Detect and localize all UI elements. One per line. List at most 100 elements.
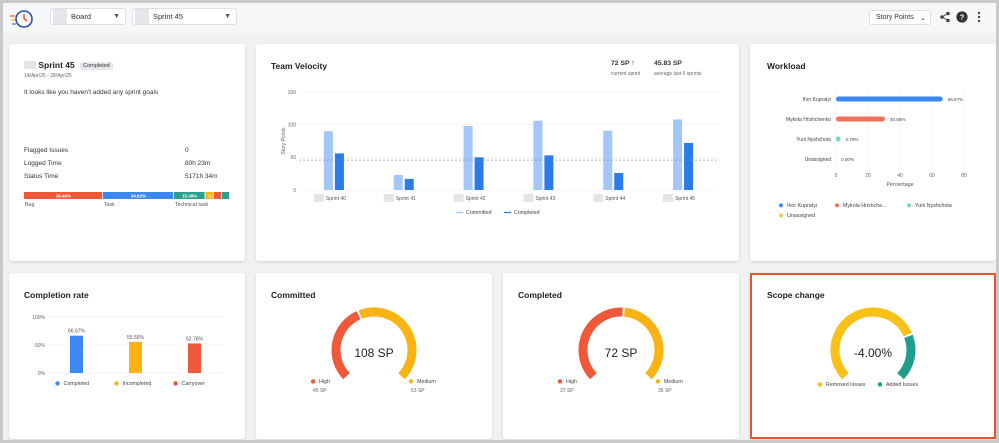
- x-tick-label: Sprint 41: [396, 196, 416, 202]
- velocity-bar: [544, 155, 554, 190]
- breakdown-segment: [102, 192, 174, 199]
- card-title: Committed: [271, 290, 316, 300]
- app-logo-icon: [10, 10, 33, 28]
- breakdown-segment: [213, 192, 221, 199]
- y-tick-label: Mykola Hrishchenko: [786, 117, 831, 123]
- workload-bar: [836, 96, 943, 102]
- chevron-down-icon: ▼: [113, 13, 120, 20]
- breakdown-segment-label: Bug: [25, 202, 34, 208]
- legend-dot: [877, 382, 883, 387]
- scope-change-donut-chart: -4.00% Removed Issues Added Issues: [817, 307, 918, 388]
- x-tick-label: Sprint 43: [535, 196, 555, 202]
- legend-sub-value: 35 SP: [658, 388, 672, 394]
- bar-value-label: 55.56%: [127, 335, 145, 341]
- velocity-bar: [684, 142, 694, 190]
- breakdown-segment-label: Technical task: [175, 202, 209, 208]
- x-tick-label: Sprint 45: [675, 196, 695, 202]
- sprint-avatar: [663, 194, 674, 202]
- workload-card: Workload 0 20 40 60 80 Percentage Ihor Kupraty…: [750, 44, 996, 261]
- legend-label[interactable]: Ihor Kupratyi: [787, 203, 817, 209]
- y-tick-label: Yurii Nyshchota: [796, 137, 831, 143]
- velocity-bar: [533, 120, 543, 190]
- stat-label-flagged: Flagged Issues: [24, 147, 69, 154]
- legend-dot: [779, 203, 783, 208]
- stat-label-logged: Logged Time: [24, 160, 62, 167]
- chevron-down-icon: ▼: [224, 13, 231, 20]
- help-icon[interactable]: ?: [956, 11, 968, 23]
- legend-label[interactable]: Removed Issues: [826, 382, 866, 388]
- legend-sub-value: 45 SP: [313, 388, 327, 394]
- legend-label[interactable]: Incompleted: [123, 381, 152, 387]
- sprint-select[interactable]: Sprint 45 ▼: [132, 8, 237, 25]
- legend-label[interactable]: High: [319, 379, 330, 385]
- legend-label[interactable]: High: [566, 379, 577, 385]
- issue-type-breakdown-bar: 38.46% Bug 34.62% Task 15.38% Technical task 3: [24, 192, 230, 208]
- arrow-up-icon: ↑: [631, 60, 635, 67]
- y-tick-label: 50: [290, 155, 296, 161]
- breakdown-segment-value: 34.62%: [131, 193, 146, 198]
- card-title: Workload: [767, 61, 806, 71]
- legend-label[interactable]: Completed: [64, 381, 90, 387]
- legend-dot: [173, 381, 178, 386]
- legend-label[interactable]: Mykola Hrishche...: [843, 203, 887, 209]
- velocity-bar: [474, 157, 484, 190]
- legend-label[interactable]: Medium: [664, 379, 683, 385]
- committed-card: Committed 108 SP High 45 SP Medium 63 SP: [256, 273, 492, 439]
- stat-value-status: 5171h 34m: [185, 173, 218, 180]
- legend-label[interactable]: Yurii Nyshchota: [915, 203, 952, 209]
- average-sp: 45.83 SP: [654, 60, 682, 67]
- sprint-summary-card: Sprint 45 Completed 14/Apr/25 - 28/Apr/2…: [9, 44, 245, 261]
- legend-label[interactable]: Carryover: [182, 381, 205, 387]
- sprint-avatar: [135, 9, 149, 24]
- more-vertical-icon[interactable]: [973, 11, 985, 23]
- y-tick-label: Ihor Kupratyi: [803, 97, 831, 103]
- donut-center-value: -4.00%: [854, 346, 892, 360]
- y-axis-label: Story Points: [281, 127, 287, 154]
- board-select[interactable]: Board ▼: [50, 8, 126, 25]
- breakdown-segment: [24, 192, 103, 199]
- legend-dot: [557, 379, 563, 384]
- velocity-bar: [393, 174, 403, 190]
- legend-label[interactable]: Completed: [514, 210, 540, 216]
- velocity-bar: [463, 125, 473, 190]
- board-avatar: [53, 9, 67, 24]
- y-tick-label: 0: [293, 188, 296, 194]
- card-title: Scope change: [767, 290, 825, 300]
- bar-value-label: 66.67%: [68, 329, 86, 335]
- stat-label-status: Status Time: [24, 173, 59, 180]
- legend-dot: [408, 379, 414, 384]
- sprint-icon: [24, 61, 36, 69]
- sprint-select-label: Sprint 45: [153, 12, 184, 21]
- status-badge: Completed: [80, 62, 113, 70]
- legend-label[interactable]: Medium: [417, 379, 436, 385]
- story-points-select[interactable]: Story Points ⌄: [869, 10, 931, 25]
- completion-rate-card: Completion rate 100% 50% 0% 66.67% Completed…: [9, 273, 245, 439]
- card-title: Team Velocity: [271, 61, 328, 71]
- sprint-avatar: [523, 194, 534, 202]
- y-tick-label: 150: [288, 90, 297, 96]
- x-tick-label: 40: [897, 173, 903, 179]
- stat-value-flagged: 0: [185, 147, 189, 154]
- legend-sub-value: 37 SP: [560, 388, 574, 394]
- top-bar: Board ▼ Sprint 45 ▼ Story Points ⌄ ?: [3, 3, 996, 33]
- legend-dot: [310, 379, 316, 384]
- stat-value-logged: 80h 23m: [185, 160, 211, 167]
- current-sprint-label: current sprint: [611, 71, 641, 77]
- current-sprint-value: 72 SP ↑: [611, 60, 635, 67]
- legend-label[interactable]: Added Issues: [886, 382, 918, 388]
- legend-dot: [655, 379, 661, 384]
- sprint-avatar: [453, 194, 464, 202]
- legend-sub-value: 63 SP: [411, 388, 425, 394]
- y-tick-label: 100%: [32, 315, 45, 321]
- legend-label[interactable]: Unassigned: [787, 213, 815, 219]
- legend-dot: [55, 381, 60, 386]
- donut-segment: [623, 307, 664, 380]
- story-points-label: Story Points: [876, 14, 914, 21]
- completion-bar: [70, 335, 83, 373]
- share-icon[interactable]: [939, 11, 951, 23]
- sprint-title-row: Sprint 45 Completed: [24, 60, 113, 70]
- legend-label[interactable]: Committed: [466, 210, 492, 216]
- average-label: average last 6 sprints: [654, 71, 702, 77]
- completed-donut-chart: 72 SP High 37 SP Medium 35 SP: [557, 307, 683, 394]
- legend-dot: [817, 382, 823, 387]
